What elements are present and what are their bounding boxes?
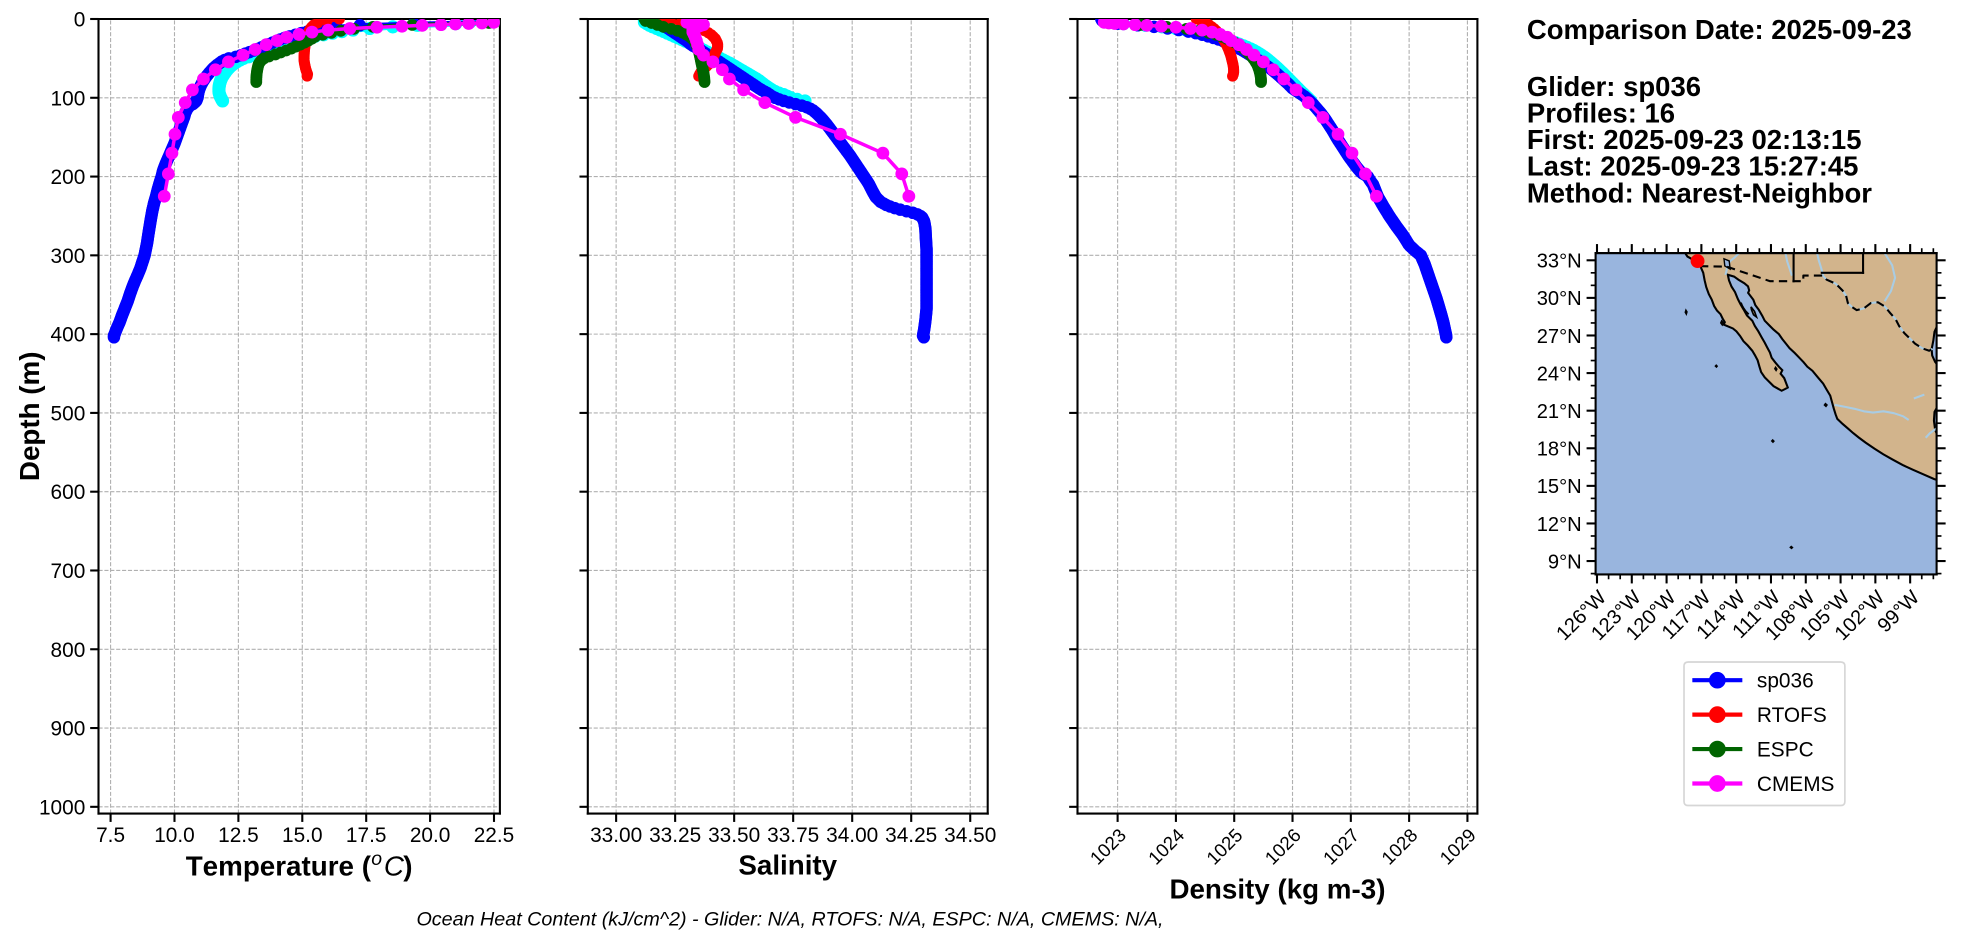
svg-text:Density (kg m-3): Density (kg m-3) (1169, 873, 1385, 904)
svg-text:CMEMS: CMEMS (1757, 773, 1835, 796)
svg-text:First: 2025-09-23 02:13:15: First: 2025-09-23 02:13:15 (1527, 124, 1862, 155)
svg-text:18°N: 18°N (1537, 439, 1582, 461)
svg-text:34.50: 34.50 (944, 824, 996, 847)
svg-text:33.25: 33.25 (649, 824, 701, 847)
svg-text:100: 100 (51, 87, 86, 110)
svg-text:700: 700 (51, 560, 86, 583)
svg-text:Comparison Date: 2025-09-23: Comparison Date: 2025-09-23 (1527, 14, 1912, 45)
svg-text:27°N: 27°N (1537, 326, 1582, 348)
svg-text:Depth (m): Depth (m) (14, 352, 45, 482)
svg-text:ESPC: ESPC (1757, 738, 1814, 761)
svg-text:34.25: 34.25 (885, 824, 937, 847)
svg-text:17.5: 17.5 (346, 824, 387, 847)
svg-text:34.00: 34.00 (826, 824, 878, 847)
svg-text:12°N: 12°N (1537, 514, 1582, 536)
svg-text:24°N: 24°N (1537, 363, 1582, 385)
svg-text:7.5: 7.5 (96, 824, 125, 847)
svg-text:20.0: 20.0 (410, 824, 451, 847)
svg-text:21°N: 21°N (1537, 401, 1582, 423)
svg-text:sp036: sp036 (1757, 670, 1814, 693)
svg-text:300: 300 (51, 245, 86, 268)
svg-text:Method: Nearest-Neighbor: Method: Nearest-Neighbor (1527, 177, 1872, 208)
svg-text:10.0: 10.0 (154, 824, 195, 847)
svg-text:Glider: sp036: Glider: sp036 (1527, 71, 1701, 102)
svg-text:800: 800 (51, 639, 86, 662)
svg-text:200: 200 (51, 166, 86, 189)
svg-text:33.75: 33.75 (767, 824, 819, 847)
svg-text:500: 500 (51, 402, 86, 425)
svg-text:600: 600 (51, 481, 86, 504)
svg-text:T e m p: T e m p e r a t u r e ( ) o C (186, 845, 419, 882)
svg-text:0: 0 (74, 9, 86, 32)
svg-text:15.0: 15.0 (282, 824, 323, 847)
svg-text:Last: 2025-09-23 15:27:45: Last: 2025-09-23 15:27:45 (1527, 151, 1859, 182)
svg-text:9°N: 9°N (1548, 551, 1582, 573)
svg-text:12.5: 12.5 (218, 824, 259, 847)
svg-text:15°N: 15°N (1537, 476, 1582, 498)
svg-text:Profiles: 16: Profiles: 16 (1527, 98, 1675, 129)
svg-text:RTOFS: RTOFS (1757, 704, 1827, 727)
svg-text:30°N: 30°N (1537, 288, 1582, 310)
svg-text:22.5: 22.5 (474, 824, 515, 847)
svg-text:400: 400 (51, 324, 86, 347)
svg-text:Salinity: Salinity (738, 850, 837, 881)
svg-text:33.00: 33.00 (590, 824, 642, 847)
svg-text:900: 900 (51, 718, 86, 741)
svg-text:33.50: 33.50 (708, 824, 760, 847)
svg-text:Ocean Heat Content (kJ/cm^2) -: Ocean Heat Content (kJ/cm^2) - Glider: N… (416, 908, 1163, 930)
svg-text:1000: 1000 (39, 796, 85, 819)
svg-text:33°N: 33°N (1537, 251, 1582, 273)
